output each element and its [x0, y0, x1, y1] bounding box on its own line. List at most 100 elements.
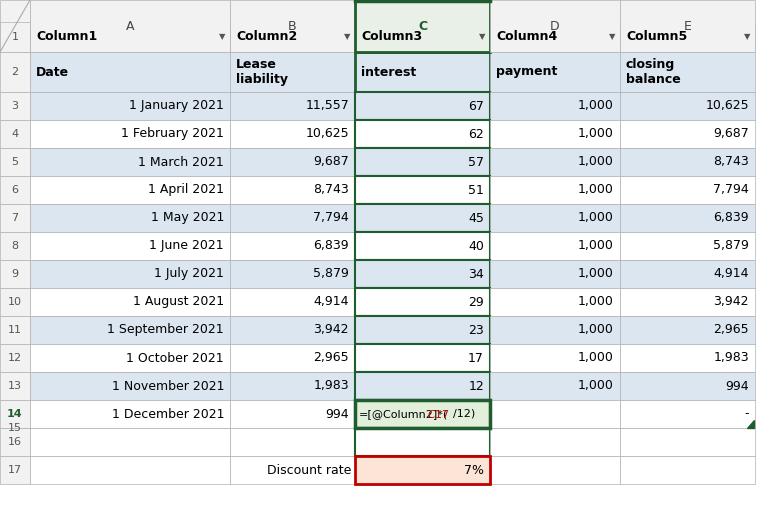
Bar: [620, 400, 755, 428]
Bar: [490, 260, 620, 288]
Bar: [230, 232, 355, 260]
Text: 994: 994: [325, 408, 349, 420]
Text: 7,794: 7,794: [713, 184, 749, 196]
Text: ▼: ▼: [344, 33, 350, 42]
Text: 1,000: 1,000: [578, 296, 614, 308]
Text: 57: 57: [468, 156, 484, 168]
Bar: [0, 52, 30, 92]
Text: 9: 9: [11, 269, 18, 279]
Text: Discount rate: Discount rate: [267, 464, 351, 476]
Bar: [30, 22, 230, 52]
Bar: [230, 372, 355, 400]
Bar: [490, 232, 620, 260]
Text: 62: 62: [468, 127, 484, 140]
Text: 1: 1: [11, 32, 18, 42]
Bar: [620, 120, 755, 148]
Bar: [490, 344, 620, 372]
Text: 45: 45: [468, 212, 484, 224]
Text: 1,000: 1,000: [578, 324, 614, 336]
Text: 1,000: 1,000: [578, 352, 614, 364]
Text: E: E: [683, 20, 692, 33]
Text: ▼: ▼: [219, 33, 225, 42]
Text: 10: 10: [8, 297, 22, 307]
Text: 12: 12: [8, 353, 22, 363]
Text: 34: 34: [468, 268, 484, 280]
Text: 7,794: 7,794: [313, 212, 349, 224]
Bar: [355, 400, 490, 428]
Text: 12: 12: [468, 380, 484, 392]
Text: 10,625: 10,625: [306, 127, 349, 140]
Bar: [0, 204, 30, 232]
Bar: [30, 288, 230, 316]
Text: 1,000: 1,000: [578, 240, 614, 252]
Bar: [30, 176, 230, 204]
Text: 17: 17: [8, 465, 22, 475]
Text: 5: 5: [11, 157, 18, 167]
Bar: [490, 52, 620, 92]
Bar: [355, 260, 490, 288]
Bar: [230, 22, 355, 52]
Bar: [355, 456, 490, 484]
Bar: [230, 428, 355, 456]
Bar: [0, 92, 30, 120]
Text: interest: interest: [361, 65, 416, 79]
Bar: [230, 204, 355, 232]
Text: $C$17: $C$17: [426, 408, 450, 420]
Bar: [230, 52, 355, 92]
Bar: [490, 372, 620, 400]
Bar: [0, 22, 30, 52]
Bar: [0, 316, 30, 344]
Text: payment: payment: [496, 65, 557, 79]
Text: 23: 23: [468, 324, 484, 336]
Polygon shape: [747, 420, 754, 428]
Text: 3,942: 3,942: [714, 296, 749, 308]
Bar: [490, 148, 620, 176]
Bar: [355, 456, 490, 484]
Text: B: B: [288, 20, 297, 33]
Bar: [0, 288, 30, 316]
Bar: [355, 92, 490, 120]
Bar: [0, 176, 30, 204]
Text: 1,000: 1,000: [578, 212, 614, 224]
Text: 1,000: 1,000: [578, 99, 614, 112]
Text: closing
balance: closing balance: [626, 58, 681, 86]
Text: 994: 994: [725, 380, 749, 392]
Text: 3,942: 3,942: [313, 324, 349, 336]
Text: 1 April 2021: 1 April 2021: [148, 184, 224, 196]
Bar: [490, 176, 620, 204]
Bar: [230, 456, 355, 484]
Text: 7%: 7%: [464, 464, 484, 476]
Bar: [620, 148, 755, 176]
Text: 1,000: 1,000: [578, 380, 614, 392]
Text: 1 June 2021: 1 June 2021: [150, 240, 224, 252]
Bar: [490, 456, 620, 484]
Bar: [355, 176, 490, 204]
Text: 11: 11: [8, 325, 22, 335]
Bar: [0, 400, 30, 428]
Text: 1,000: 1,000: [578, 268, 614, 280]
Bar: [620, 52, 755, 92]
Text: 7: 7: [11, 213, 18, 223]
Bar: [620, 92, 755, 120]
Bar: [490, 120, 620, 148]
Bar: [0, 428, 30, 456]
Text: 4,914: 4,914: [313, 296, 349, 308]
Text: 5,879: 5,879: [713, 240, 749, 252]
Text: Column1: Column1: [36, 31, 97, 43]
Text: 67: 67: [468, 99, 484, 112]
Bar: [30, 120, 230, 148]
Bar: [30, 400, 230, 428]
Bar: [355, 400, 490, 428]
Text: 16: 16: [8, 437, 22, 447]
Bar: [30, 316, 230, 344]
Bar: [30, 204, 230, 232]
Bar: [620, 176, 755, 204]
Text: A: A: [125, 20, 135, 33]
Text: 8,743: 8,743: [713, 156, 749, 168]
Bar: [355, 316, 490, 344]
Text: 29: 29: [468, 296, 484, 308]
Text: 1,000: 1,000: [578, 156, 614, 168]
Bar: [490, 428, 620, 456]
Bar: [30, 92, 230, 120]
Bar: [490, 204, 620, 232]
